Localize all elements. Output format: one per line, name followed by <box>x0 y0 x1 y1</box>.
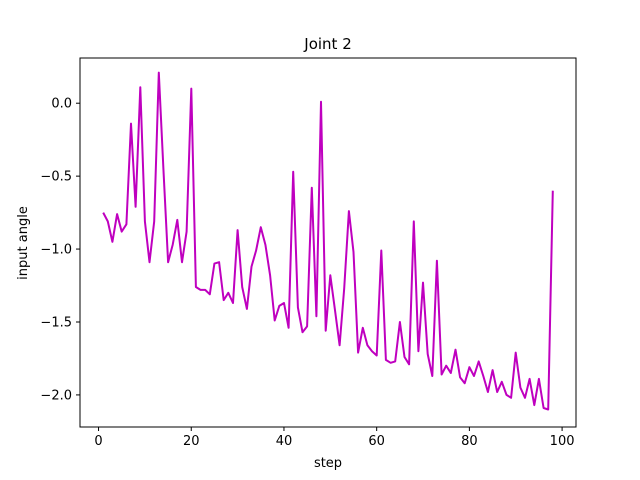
x-tick-label: 40 <box>276 434 293 449</box>
x-tick-label: 60 <box>368 434 385 449</box>
x-tick-label: 20 <box>183 434 200 449</box>
plot-area <box>102 71 554 411</box>
chart-title: Joint 2 <box>303 35 351 53</box>
x-tick-label: 80 <box>461 434 478 449</box>
x-tick-label: 100 <box>550 434 575 449</box>
y-tick-label: −0.5 <box>40 170 72 185</box>
x-axis-label: step <box>314 456 342 471</box>
y-tick-label: 0.0 <box>51 97 72 112</box>
y-tick-label: −2.0 <box>40 388 72 403</box>
x-axis: 0 20 40 60 80 100 <box>94 427 575 449</box>
axes-frame <box>79 57 577 428</box>
y-axis: 0.0 −0.5 −1.0 −1.5 −2.0 <box>40 97 80 403</box>
y-tick-label: −1.0 <box>40 243 72 258</box>
y-axis-label: input angle <box>16 206 31 280</box>
series-line <box>102 71 554 411</box>
y-tick-label: −1.5 <box>40 315 72 330</box>
x-tick-label: 0 <box>94 434 102 449</box>
